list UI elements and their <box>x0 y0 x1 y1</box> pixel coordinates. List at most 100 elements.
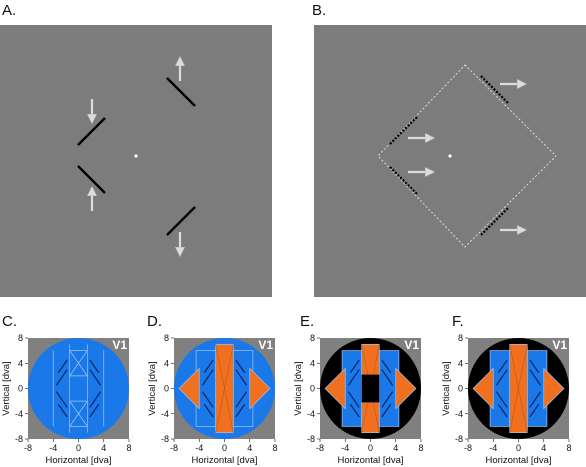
y-axis-label: Vertical [dva] <box>441 361 452 415</box>
bar-mark-2 <box>235 369 248 386</box>
area-label-v1: V1 <box>258 338 273 352</box>
visual-field-disc <box>28 338 129 439</box>
orange-triangle-left <box>472 367 494 410</box>
bar-mark-1 <box>495 391 508 408</box>
x-tick-label: -4 <box>489 443 497 453</box>
y-tick-label: -4 <box>161 409 169 419</box>
y-axis-label: Vertical [dva] <box>293 361 304 415</box>
bar-mark-2 <box>89 369 102 386</box>
bar-mark-0 <box>347 369 360 386</box>
bar-mark-4 <box>57 359 68 374</box>
bar-mark-2 <box>529 369 542 386</box>
bar-mark-4 <box>497 359 508 374</box>
bar-mark-2 <box>381 369 394 386</box>
y-tick-label: -8 <box>455 434 463 444</box>
bar-mark-0 <box>495 369 508 386</box>
x-tick-label: -8 <box>170 443 178 453</box>
x-axis-label: Horizontal [dva] <box>337 455 403 466</box>
y-tick-label: 4 <box>458 358 463 368</box>
orange-triangle-left <box>324 367 346 410</box>
bar-mark-3 <box>89 391 102 408</box>
x-tick-label: 8 <box>566 443 571 453</box>
orange-triangle-right <box>249 367 271 410</box>
panel-label-c: C. <box>2 313 17 330</box>
y-tick-label: -4 <box>15 409 23 419</box>
orange-triangle-left <box>178 367 200 410</box>
bar-mark-7 <box>529 403 540 418</box>
fixation-dot-a <box>134 154 138 158</box>
x-tick-label: -8 <box>24 443 32 453</box>
x-lower-2 <box>69 400 88 427</box>
y-tick-label: -8 <box>15 434 23 444</box>
black-center-block <box>361 374 380 403</box>
area-label-v1: V1 <box>552 338 567 352</box>
bar-mark-6 <box>529 359 540 374</box>
y-tick-label: -4 <box>307 409 315 419</box>
map-plot-e: V1 -8 -4 0 4 8 8 4 0 -4 -8 Horizontal [dva] Vertical… <box>293 333 424 466</box>
panel-label-b: B. <box>312 2 327 19</box>
y-tick-label: 8 <box>18 333 23 343</box>
area-label-v1: V1 <box>404 338 419 352</box>
x-tick-label: 0 <box>516 443 521 453</box>
orange-triangle-right <box>395 367 417 410</box>
map-plot-c: V1 -8 -4 0 4 8 8 4 0 -4 -8 Horizontal [dva] Vertical… <box>1 333 132 466</box>
panel-label-d: D. <box>147 313 162 330</box>
map-panel-f: V1 -8 -4 0 4 8 8 4 0 -4 -8 Horizontal [dva] Vertical… <box>441 333 572 466</box>
x-tick-label: 4 <box>393 443 398 453</box>
x-tick-label: 8 <box>126 443 131 453</box>
y-tick-label: -4 <box>455 409 463 419</box>
map-plot-f: V1 -8 -4 0 4 8 8 4 0 -4 -8 Horizontal [dva] Vertical… <box>441 333 572 466</box>
map-panel-c: V1 -8 -4 0 4 8 8 4 0 -4 -8 Horizontal [dva] Vertical… <box>1 333 132 466</box>
x-tick-label: 4 <box>541 443 546 453</box>
bar-mark-0 <box>201 369 214 386</box>
x-tick-label: 8 <box>418 443 423 453</box>
bar-mark-5 <box>349 403 360 418</box>
bar-mark-7 <box>235 403 246 418</box>
y-axis-label: Vertical [dva] <box>147 361 158 415</box>
bar-mark-6 <box>89 359 100 374</box>
map-panel-e: V1 -8 -4 0 4 8 8 4 0 -4 -8 Horizontal [dva] Vertical… <box>293 333 424 466</box>
x-tick-label: 4 <box>247 443 252 453</box>
bar-mark-3 <box>529 391 542 408</box>
dotted-bar-lower-left <box>389 166 418 195</box>
panel-label-f: F. <box>452 313 464 330</box>
bar-mark-5 <box>497 403 508 418</box>
stimulus-panel-b <box>314 25 586 297</box>
y-tick-label: 4 <box>310 358 315 368</box>
x-upper-2 <box>69 350 88 377</box>
bar-mark-5 <box>203 403 214 418</box>
bar-mark-0 <box>55 369 68 386</box>
column-diagonal-2 <box>509 344 528 433</box>
bar-mark-1 <box>55 391 68 408</box>
y-tick-label: 4 <box>164 358 169 368</box>
bar-mark-3 <box>235 391 248 408</box>
y-tick-label: 8 <box>458 333 463 343</box>
map-plot-d: V1 -8 -4 0 4 8 8 4 0 -4 -8 Horizontal [dva] Vertical… <box>147 333 278 466</box>
y-tick-label: 0 <box>18 384 23 394</box>
column-diagonal-2 <box>215 344 234 433</box>
x-tick-label: 8 <box>272 443 277 453</box>
bar-mark-7 <box>89 403 100 418</box>
y-tick-label: 4 <box>18 358 23 368</box>
dotted-bar-lower-right <box>480 207 509 236</box>
x-tick-label: -4 <box>195 443 203 453</box>
y-tick-label: 0 <box>164 384 169 394</box>
x-tick-label: 0 <box>76 443 81 453</box>
stimulus-panel-a <box>0 25 272 297</box>
x-axis-label: Horizontal [dva] <box>191 455 257 466</box>
y-tick-label: -8 <box>307 434 315 444</box>
y-tick-label: 0 <box>310 384 315 394</box>
bar-lower-right <box>166 206 196 236</box>
bar-mark-4 <box>203 359 214 374</box>
x-tick-label: 0 <box>222 443 227 453</box>
x-axis-label: Horizontal [dva] <box>485 455 551 466</box>
x-tick-label: 4 <box>101 443 106 453</box>
x-tick-label: -4 <box>49 443 57 453</box>
y-tick-label: 0 <box>458 384 463 394</box>
y-tick-label: -8 <box>161 434 169 444</box>
y-tick-label: 8 <box>164 333 169 343</box>
x-tick-label: 0 <box>368 443 373 453</box>
y-tick-label: 8 <box>310 333 315 343</box>
orange-triangle-right <box>543 367 565 410</box>
bar-mark-4 <box>349 359 360 374</box>
